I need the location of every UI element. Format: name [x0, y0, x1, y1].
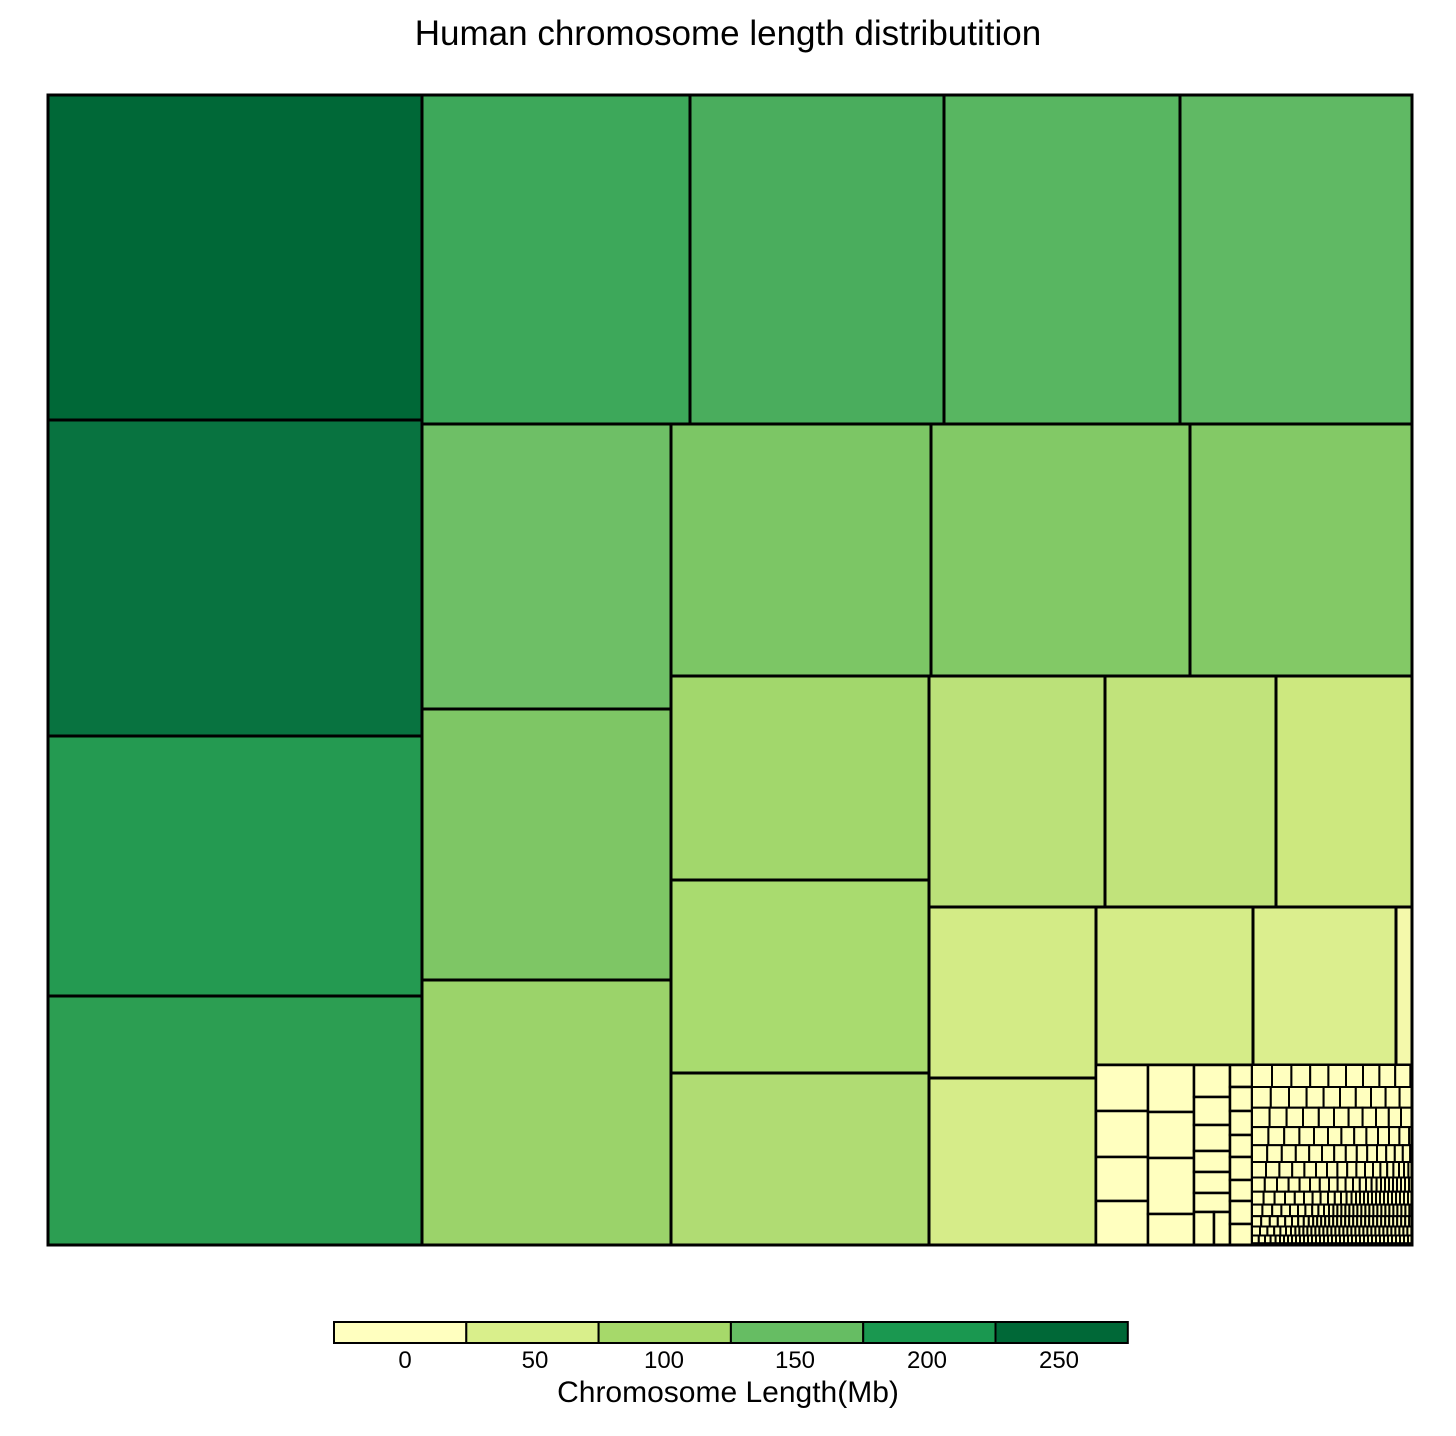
legend-title: Chromosome Length(Mb): [557, 1376, 899, 1409]
legend-tick-label: 200: [907, 1347, 947, 1374]
chart-title: Human chromosome length distributition: [414, 14, 1042, 53]
legend-swatch: [597, 1321, 732, 1344]
treemap-cell: [420, 422, 673, 711]
legend-swatch: [994, 1321, 1129, 1344]
legend-tick-label: 150: [775, 1347, 815, 1374]
treemap-chart: [46, 93, 1414, 1247]
treemap-cell: [669, 422, 933, 678]
treemap-cell: [1188, 422, 1414, 678]
treemap-cell: [942, 93, 1182, 426]
legend-tick-label: 100: [644, 1347, 684, 1374]
treemap-cell: [927, 1076, 1098, 1247]
legend-tick-label: 250: [1039, 1347, 1079, 1374]
legend-swatch: [729, 1321, 865, 1344]
treemap-small-cell: [1192, 1123, 1232, 1153]
treemap-cell: [1103, 674, 1278, 909]
treemap-cell: [46, 994, 424, 1247]
treemap-cell: [420, 978, 673, 1247]
legend-swatch: [333, 1321, 468, 1344]
treemap-cell: [46, 734, 424, 998]
treemap-cell: [46, 93, 424, 422]
legend-swatch: [862, 1321, 997, 1344]
treemap-cell: [927, 905, 1098, 1080]
treemap-small-cell: [1094, 1155, 1150, 1203]
treemap-cell: [669, 674, 931, 882]
legend-tick-label: 50: [522, 1347, 549, 1374]
legend-tick-label: 0: [398, 1347, 411, 1374]
treemap-cell: [46, 418, 424, 738]
treemap-cell: [420, 707, 673, 982]
treemap-cell: [1094, 905, 1255, 1067]
treemap-cell: [669, 1071, 931, 1247]
treemap-cell: [1178, 93, 1414, 426]
legend-swatch: [465, 1321, 600, 1344]
treemap-cell: [927, 674, 1107, 909]
treemap-small-cell: [1146, 1063, 1196, 1114]
treemap-frame: [46, 93, 1414, 1247]
treemap-cell: [1251, 905, 1398, 1067]
treemap-small-cell: [1094, 1109, 1150, 1159]
treemap-cell: [669, 878, 931, 1075]
